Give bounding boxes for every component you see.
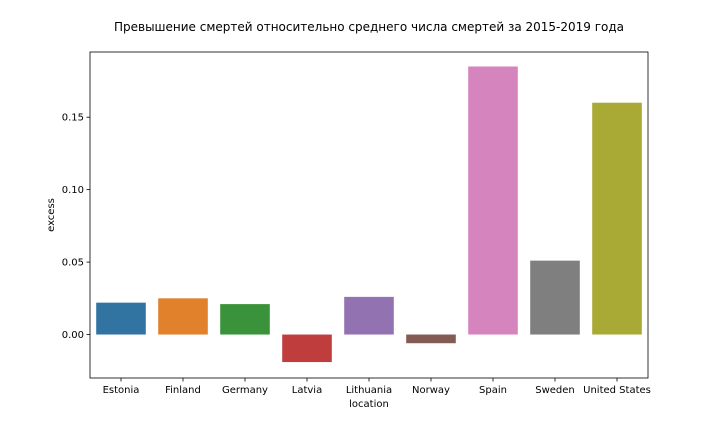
bar-lithuania <box>344 296 394 335</box>
x-axis-label: location <box>349 399 389 410</box>
x-tick-label: United States <box>583 385 651 396</box>
x-tick-label: Germany <box>222 385 268 396</box>
y-tick-label: 0.10 <box>62 185 84 196</box>
bars-group <box>96 66 642 363</box>
x-tick-label: Spain <box>479 385 507 396</box>
bar-germany <box>220 304 270 335</box>
x-axis: Estonia Finland Germany Latvia Lithuania Norw… <box>103 378 651 396</box>
x-tick-label: Sweden <box>535 385 575 396</box>
bar-latvia <box>282 334 332 363</box>
x-tick-label: Lithuania <box>346 385 392 396</box>
y-axis-label: excess <box>46 198 57 232</box>
bar-finland <box>158 298 208 335</box>
bar-spain <box>468 66 518 335</box>
y-tick-label: 0.05 <box>62 258 84 269</box>
bar-estonia <box>96 302 146 335</box>
x-tick-label: Norway <box>412 385 450 396</box>
y-tick-label: 0.15 <box>62 113 84 124</box>
y-tick-label: 0.00 <box>62 330 84 341</box>
x-tick-label: Finland <box>165 385 201 396</box>
bar-united-states <box>592 102 642 335</box>
bar-norway <box>406 334 456 344</box>
y-axis: 0.00 0.05 0.10 0.15 <box>62 113 90 341</box>
chart-title: Превышение смертей относительно среднего… <box>114 20 624 34</box>
bar-sweden <box>530 260 580 335</box>
x-tick-label: Latvia <box>292 385 322 396</box>
x-tick-label: Estonia <box>103 385 140 396</box>
